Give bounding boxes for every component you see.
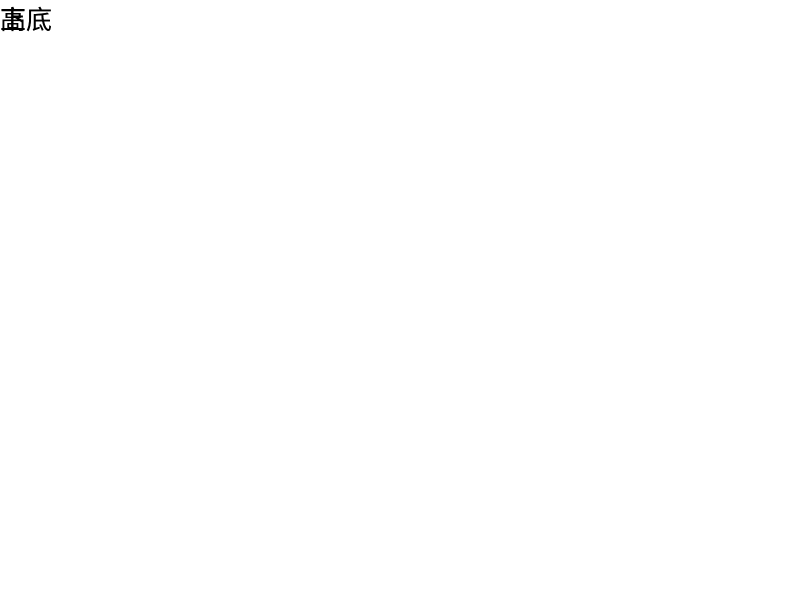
bottom-base-label: 下底	[0, 0, 52, 37]
trapezoid-diagram	[0, 0, 794, 596]
